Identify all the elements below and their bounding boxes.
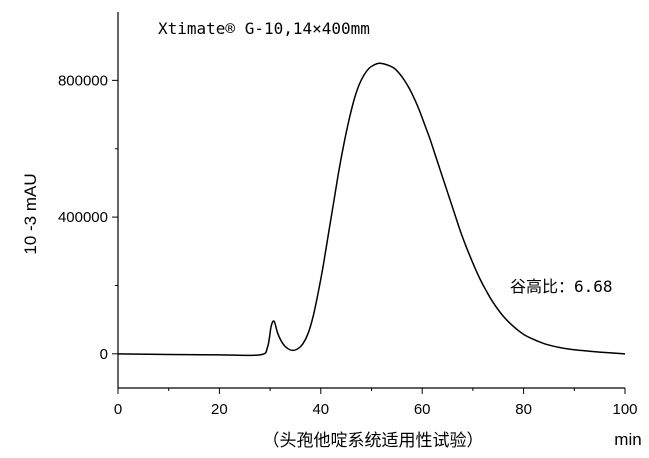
series-line [117, 62, 626, 357]
axes [117, 12, 625, 389]
x-tick-label: 60 [414, 401, 431, 418]
x-tick-label: 0 [114, 401, 122, 418]
x-tick-label: 80 [515, 401, 532, 418]
x-axis-label: min [614, 430, 641, 449]
y-tick-label: 800000 [58, 72, 108, 89]
y-tick-label: 400000 [58, 209, 108, 226]
x-tick-label: 20 [211, 401, 228, 418]
chart-title: Xtimate® G-10,14×400mm [158, 19, 370, 38]
chart-caption: （头孢他啶系统适用性试验） [263, 431, 484, 451]
x-tick-label: 100 [612, 401, 637, 418]
x-tick-label: 40 [312, 401, 329, 418]
y-ticks: 0 400000 800000 [58, 72, 118, 363]
y-tick-label: 0 [100, 346, 108, 363]
y-axis-label: 10 -3 mAU [21, 173, 40, 254]
x-ticks: 0 20 40 60 80 100 [114, 388, 638, 418]
valley-ratio-note: 谷高比：6.68 [510, 277, 613, 296]
